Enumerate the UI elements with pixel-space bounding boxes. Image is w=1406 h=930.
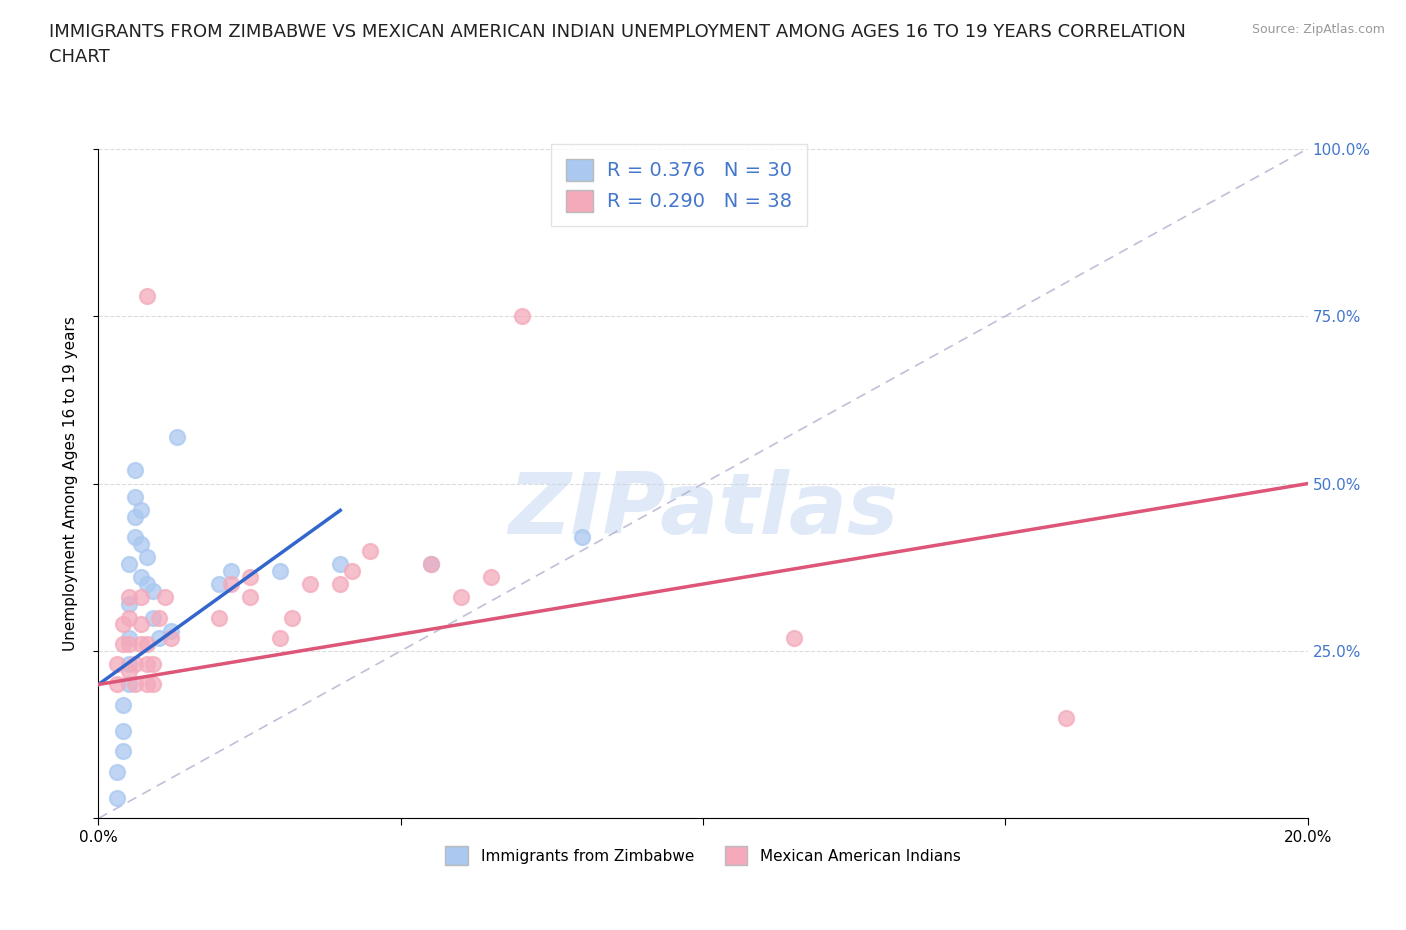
Point (135, 677, 157, 692)
Point (124, 677, 146, 692)
Point (281, 610, 304, 625)
Point (142, 610, 165, 625)
Point (166, 430, 188, 445)
Point (142, 677, 165, 692)
Legend: Immigrants from Zimbabwe, Mexican American Indians: Immigrants from Zimbabwe, Mexican Americ… (439, 840, 967, 871)
Point (124, 510, 146, 525)
Point (148, 631, 170, 645)
Point (105, 790, 128, 805)
Point (135, 577, 157, 591)
Point (239, 570, 262, 585)
Point (111, 744, 134, 759)
Point (129, 570, 152, 585)
Point (510, 309, 533, 324)
Point (118, 597, 141, 612)
Point (571, 530, 593, 545)
Point (105, 677, 128, 692)
Point (111, 724, 134, 738)
Point (129, 637, 152, 652)
Point (111, 637, 134, 652)
Point (135, 288, 157, 303)
Point (135, 657, 157, 671)
Point (239, 590, 262, 604)
Point (142, 583, 165, 598)
Point (783, 631, 806, 645)
Point (124, 530, 146, 545)
Text: Source: ZipAtlas.com: Source: ZipAtlas.com (1251, 23, 1385, 36)
Point (118, 556, 141, 571)
Point (329, 577, 352, 591)
Point (299, 577, 322, 591)
Point (129, 617, 152, 631)
Point (118, 590, 141, 604)
Point (129, 590, 152, 604)
Point (111, 698, 134, 712)
Point (269, 631, 291, 645)
Point (208, 577, 231, 591)
Point (160, 623, 183, 638)
Y-axis label: Unemployment Among Ages 16 to 19 years: Unemployment Among Ages 16 to 19 years (63, 316, 77, 651)
Point (148, 610, 170, 625)
Point (129, 537, 152, 551)
Point (360, 543, 382, 558)
Point (118, 657, 141, 671)
Point (342, 564, 364, 578)
Point (269, 564, 291, 578)
Text: ZIPatlas: ZIPatlas (508, 469, 898, 551)
Point (124, 463, 146, 478)
Point (124, 489, 146, 504)
Point (129, 503, 152, 518)
Point (208, 610, 231, 625)
Point (1054, 711, 1077, 725)
Point (160, 631, 183, 645)
Point (124, 657, 146, 671)
Point (450, 590, 472, 604)
Point (118, 677, 141, 692)
Point (105, 764, 128, 779)
Point (153, 590, 176, 604)
Point (329, 556, 352, 571)
Point (118, 637, 141, 652)
Point (420, 556, 443, 571)
Point (221, 577, 243, 591)
Point (221, 564, 243, 578)
Point (135, 637, 157, 652)
Point (135, 550, 157, 565)
Point (105, 657, 128, 671)
Text: IMMIGRANTS FROM ZIMBABWE VS MEXICAN AMERICAN INDIAN UNEMPLOYMENT AMONG AGES 16 T: IMMIGRANTS FROM ZIMBABWE VS MEXICAN AMER… (49, 23, 1187, 66)
Point (142, 657, 165, 671)
Point (420, 556, 443, 571)
Point (111, 617, 134, 631)
Point (118, 631, 141, 645)
Point (118, 664, 141, 679)
Point (481, 570, 503, 585)
Point (118, 610, 141, 625)
